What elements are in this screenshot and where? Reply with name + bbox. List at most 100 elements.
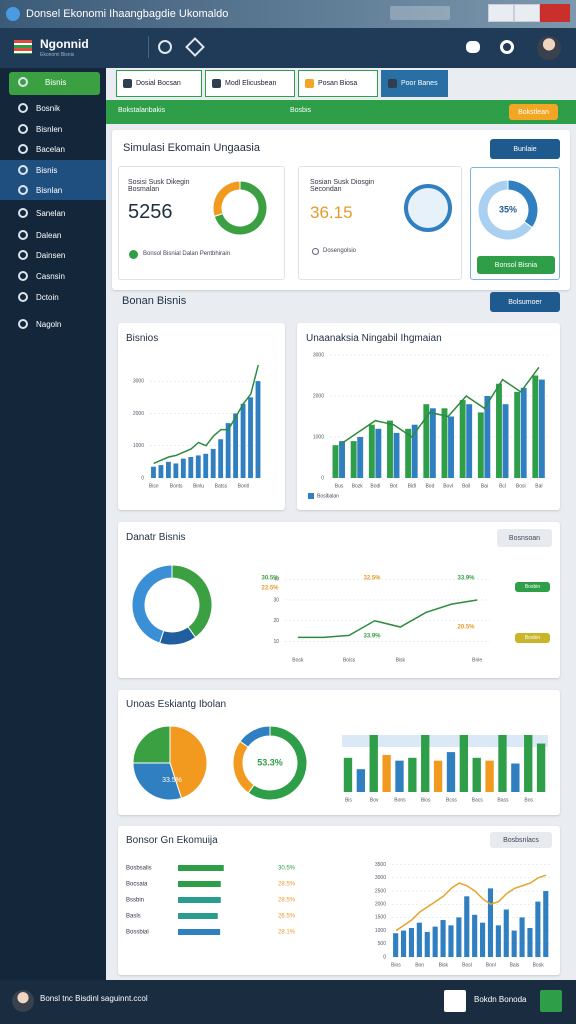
sidebar-item[interactable]: Bisnis — [9, 72, 100, 95]
sidebar-item[interactable]: Dctoin — [0, 287, 106, 307]
status-dot — [129, 250, 138, 259]
tab-icon — [212, 79, 221, 88]
sidebar-label[interactable]: Nagoln — [36, 320, 62, 329]
tab-icon — [388, 79, 397, 88]
tool-icon[interactable] — [185, 37, 205, 57]
footer-icon[interactable] — [444, 990, 466, 1012]
window-titlebar: Donsel Ekonomi Ihaangbagdie Ukomaldo — [0, 0, 576, 28]
stat-label: Sosian Susk Diosgin Secondan — [310, 179, 375, 193]
sidebar-item[interactable]: Bisnis — [0, 160, 106, 180]
app-header: Ngonnid Ekonomi Bisnis — [0, 28, 576, 68]
footer-button[interactable]: Bokdn Bonoda — [474, 995, 527, 1004]
close-button[interactable] — [540, 4, 570, 22]
banner-button[interactable]: Bokstlean — [509, 104, 558, 120]
tab[interactable]: Posan Biosa — [298, 70, 378, 97]
chart-card: Danatr Bisnis Bosnsoan Bosbin Bosbin — [118, 522, 560, 678]
sidebar-label[interactable]: Bosnik — [36, 104, 61, 113]
sidebar-label[interactable]: Bisnis — [45, 78, 67, 87]
sidebar-label[interactable]: Sanelan — [36, 209, 66, 218]
calendar-icon — [404, 184, 452, 232]
chart-card: Unaanaksia Ningabil Ihgmaian — [297, 323, 560, 510]
sidebar-label[interactable]: Casnsin — [36, 272, 65, 281]
logo-subtitle: Ekonomi Bisnis — [40, 52, 75, 58]
tab-icon — [305, 79, 314, 88]
sidebar-item[interactable]: Dainsen — [0, 245, 106, 265]
sidebar-label[interactable]: Dainsen — [36, 251, 66, 260]
sidebar-label[interactable]: Bisnlen — [36, 125, 63, 134]
sidebar-item[interactable]: Bisnlan — [0, 180, 106, 200]
stat-value: 5256 — [128, 201, 173, 223]
card-button[interactable]: Bosbsnlacs — [490, 832, 552, 848]
tab-label[interactable]: Poor Banes — [401, 80, 438, 87]
banner-middle: Bosbis — [290, 107, 312, 114]
chart-card: Bonsor Gn Ekomuija Bosbsnlacs — [118, 826, 560, 975]
sidebar-icon — [18, 208, 28, 218]
window-tray — [390, 6, 450, 20]
sidebar-icon — [18, 103, 28, 113]
legend-tag: Bosbin — [515, 582, 550, 592]
sidebar-item[interactable]: Bosnik — [0, 98, 106, 118]
tab[interactable]: Modl Elicusbean — [205, 70, 295, 97]
tab-label[interactable]: Posan Biosa — [318, 80, 358, 87]
sidebar-item[interactable]: Dalean — [0, 225, 106, 245]
banner: Bokstalanbakis Bosbis Bokstlean — [106, 100, 576, 124]
banner-left: Bokstalanbakis — [118, 107, 166, 114]
sidebar-item[interactable]: Casnsin — [0, 266, 106, 286]
tab-label[interactable]: Dosial Bocsan — [136, 80, 181, 87]
sidebar-icon — [18, 292, 28, 302]
sidebar-item[interactable]: Sanelan — [0, 203, 106, 223]
sidebar-icon — [18, 271, 28, 281]
stat-note: Dosengolsio — [323, 248, 357, 254]
sidebar-item[interactable]: Bisnlen — [0, 119, 106, 139]
search-icon[interactable] — [158, 40, 172, 54]
tab[interactable]: Poor Banes — [381, 70, 448, 97]
sidebar-icon — [18, 230, 28, 240]
minimize-button[interactable] — [488, 4, 514, 22]
user-avatar[interactable] — [537, 36, 561, 60]
window-title: Donsel Ekonomi Ihaangbagdie Ukomaldo — [26, 8, 229, 20]
sidebar-icon — [18, 319, 28, 329]
chart-card: Bisnios — [118, 323, 285, 510]
sidebar-icon — [18, 185, 28, 195]
settings-icon[interactable] — [500, 40, 514, 54]
card-title: Bisnios — [126, 333, 159, 344]
sidebar-icon — [18, 165, 28, 175]
chart-card: Unoas Eskiantg Ibolan — [118, 690, 560, 815]
card-title: Unoas Eskiantg Ibolan — [126, 699, 227, 710]
section-title: Simulasi Ekomain Ungaasia — [123, 142, 260, 154]
sidebar-item[interactable]: Bacelan — [0, 139, 106, 159]
card-button[interactable]: Bosnsoan — [497, 529, 552, 547]
tab[interactable]: Dosial Bocsan — [116, 70, 202, 97]
footer: Bonsl tnc Bisdinl saguinnt.ccol Bokdn Bo… — [0, 980, 576, 1024]
card-title: Bonsor Gn Ekomuija — [126, 835, 218, 846]
status-dot — [312, 248, 319, 255]
section-title: Bonan Bisnis — [122, 295, 187, 307]
sidebar-label[interactable]: Bisnlan — [36, 186, 63, 195]
logo-icon — [14, 40, 32, 54]
footer-action[interactable] — [540, 990, 562, 1012]
sidebar-label[interactable]: Dalean — [36, 231, 62, 240]
separator — [148, 36, 149, 58]
window-icon — [6, 7, 20, 21]
footer-avatar — [12, 990, 34, 1012]
section-button[interactable]: Bolsumoer — [490, 292, 560, 312]
sidebar-item[interactable]: Nagoln — [0, 314, 106, 334]
sidebar-label[interactable]: Bacelan — [36, 145, 65, 154]
sidebar-icon — [18, 144, 28, 154]
sidebar: Bisnis Bosnik Bisnlen Bacelan Bisnis Bisnlan S… — [0, 68, 106, 980]
legend-tag: Bosbin — [515, 633, 550, 643]
section-button[interactable]: Bunlaie — [490, 139, 560, 159]
stat-card: Sosian Susk Diosgin Secondan 36.15 Dosen… — [298, 166, 462, 280]
stat-value: 36.15 — [310, 203, 353, 222]
sidebar-label[interactable]: Bisnis — [36, 166, 58, 175]
sidebar-label[interactable]: Dctoin — [36, 293, 59, 302]
maximize-button[interactable] — [514, 4, 540, 22]
footer-text: Bonsl tnc Bisdinl saguinnt.ccol — [40, 994, 148, 1003]
card-title: Unaanaksia Ningabil Ihgmaian — [306, 333, 442, 344]
tab-label[interactable]: Modl Elicusbean — [225, 80, 277, 87]
tab-icon — [123, 79, 132, 88]
stat-button[interactable]: Bonsol Bisnia — [477, 256, 555, 274]
sidebar-icon — [18, 250, 28, 260]
notification-icon[interactable] — [466, 41, 480, 53]
